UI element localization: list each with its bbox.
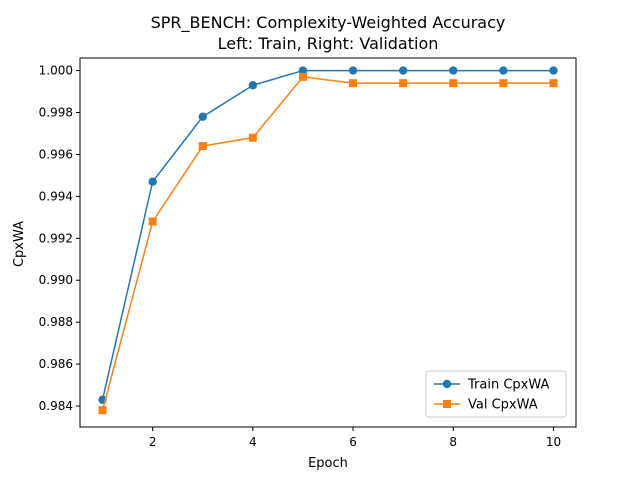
x-tick-label: 4 xyxy=(249,435,257,449)
x-tick-label: 6 xyxy=(349,435,357,449)
data-point-square xyxy=(349,79,358,88)
series-line-1 xyxy=(101,69,554,400)
data-point-square xyxy=(399,79,408,88)
data-point-circle xyxy=(248,81,258,90)
legend: Train CpxWA Val CpxWA xyxy=(425,370,567,418)
legend-marker-square xyxy=(443,400,451,408)
x-axis-label: Epoch xyxy=(308,456,348,471)
axes-frame xyxy=(79,57,577,428)
legend-label: Val CpxWA xyxy=(468,398,538,413)
y-tick-label: 0.984 xyxy=(39,399,73,413)
data-point-circle xyxy=(298,66,308,75)
y-axis-label: CpxWA xyxy=(12,221,27,267)
chart-title: SPR_BENCH: Complexity-Weighted Accuracy xyxy=(151,13,506,33)
y-tick-label: 0.994 xyxy=(39,189,73,203)
data-point-square xyxy=(549,79,558,88)
data-point-square xyxy=(298,72,307,81)
data-point-circle xyxy=(549,66,558,75)
data-point-circle xyxy=(198,112,207,121)
data-point-square xyxy=(248,133,257,142)
y-tick-label: 0.996 xyxy=(39,147,73,161)
data-point-square xyxy=(499,79,508,88)
y-tick-label: 0.992 xyxy=(39,231,73,245)
x-tick-label: 2 xyxy=(149,435,157,449)
x-tick-label: 8 xyxy=(449,435,457,449)
data-point-circle xyxy=(348,66,358,75)
y-tick-label: 1.000 xyxy=(39,64,73,78)
legend-label: Train CpxWA xyxy=(467,378,549,393)
axis-ticks: 2 4 6 8 10 0.984 0.986 0.988 0.990 0.992 0.994 0.99… xyxy=(39,64,561,449)
data-point-circle xyxy=(148,177,157,186)
legend-marker-circle xyxy=(442,379,452,389)
series-line-2 xyxy=(101,76,554,411)
y-tick-label: 0.990 xyxy=(39,273,73,287)
y-tick-label: 0.988 xyxy=(39,315,73,329)
x-tick-label: 10 xyxy=(546,435,561,449)
data-point-circle xyxy=(499,66,508,75)
data-point-circle xyxy=(398,66,408,75)
data-point-circle xyxy=(449,66,458,75)
data-point-square xyxy=(98,406,107,415)
data-point-square xyxy=(198,142,207,151)
y-tick-label: 0.986 xyxy=(39,357,73,371)
data-point-square xyxy=(148,217,157,226)
data-point-square xyxy=(449,79,458,88)
chart-subtitle: Left: Train, Right: Validation xyxy=(218,34,439,53)
legend-box xyxy=(425,370,567,418)
plot-area xyxy=(98,66,558,415)
y-tick-label: 0.998 xyxy=(39,106,73,120)
